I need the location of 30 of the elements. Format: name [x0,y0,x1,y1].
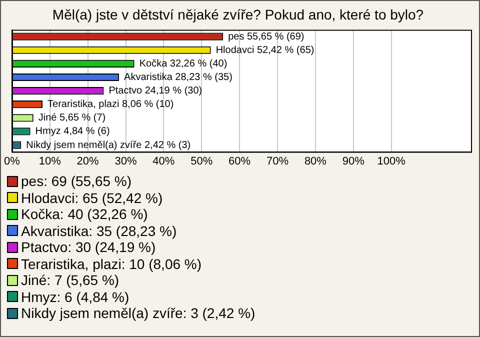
x-tick-label: 10% [38,155,62,168]
x-tick-label: 60% [228,155,251,168]
data-label: Kočka 32,26 % (40) [139,58,228,70]
x-tick-label: 0% [4,155,20,168]
data-label: Hlodavci 52,42 % (65) [216,44,314,56]
text: Ptactvo: 30 (24,19 %) [21,239,156,256]
text: Kočka: 40 (32,26 %) [21,206,148,222]
text: Hlodavci: 65 (52,42 %) [21,190,163,206]
x-tick-label: 30% [114,155,137,168]
text: Hmyz: 6 (4,84 %) [21,288,130,305]
x-tick-label: 20% [76,155,100,168]
data-label: Nikdy jsem neměl(a) zvíře 2,42 % (3) [26,140,191,151]
x-tick-label: 50% [190,155,213,168]
x-tick-label: 100% [377,155,406,168]
data-label: pes 55,65 % (69) [228,31,304,42]
x-tick-label: 70% [266,155,289,168]
text: Jiné: 7 (5,65 %) [21,272,120,288]
data-label: Hmyz 4,84 % (6) [35,126,110,138]
chart-title: Měl(a) jste v dětství nějaké zvíře? Pokud ano, které to bylo? [52,6,424,22]
data-label: Ptactvo 24,19 % (30) [108,86,202,97]
text: Teraristika, plazi: 10 (8,06 %) [21,256,202,272]
text: Nikdy jsem neměl(a) zvíře: 3 (2,42 %) [21,305,256,322]
x-tick-label: 40% [152,155,175,168]
data-label: Akvaristika 28,23 % (35) [124,72,232,83]
x-tick-label: 90% [342,155,365,168]
data-label: Jiné 5,65 % (7) [38,112,106,124]
text: Akvaristika: 35 (28,23 %) [21,222,177,239]
text: pes: 69 (55,65 %) [21,173,132,190]
data-label: Teraristika, plazi 8,06 % (10) [48,99,174,110]
x-tick-label: 80% [304,155,327,168]
